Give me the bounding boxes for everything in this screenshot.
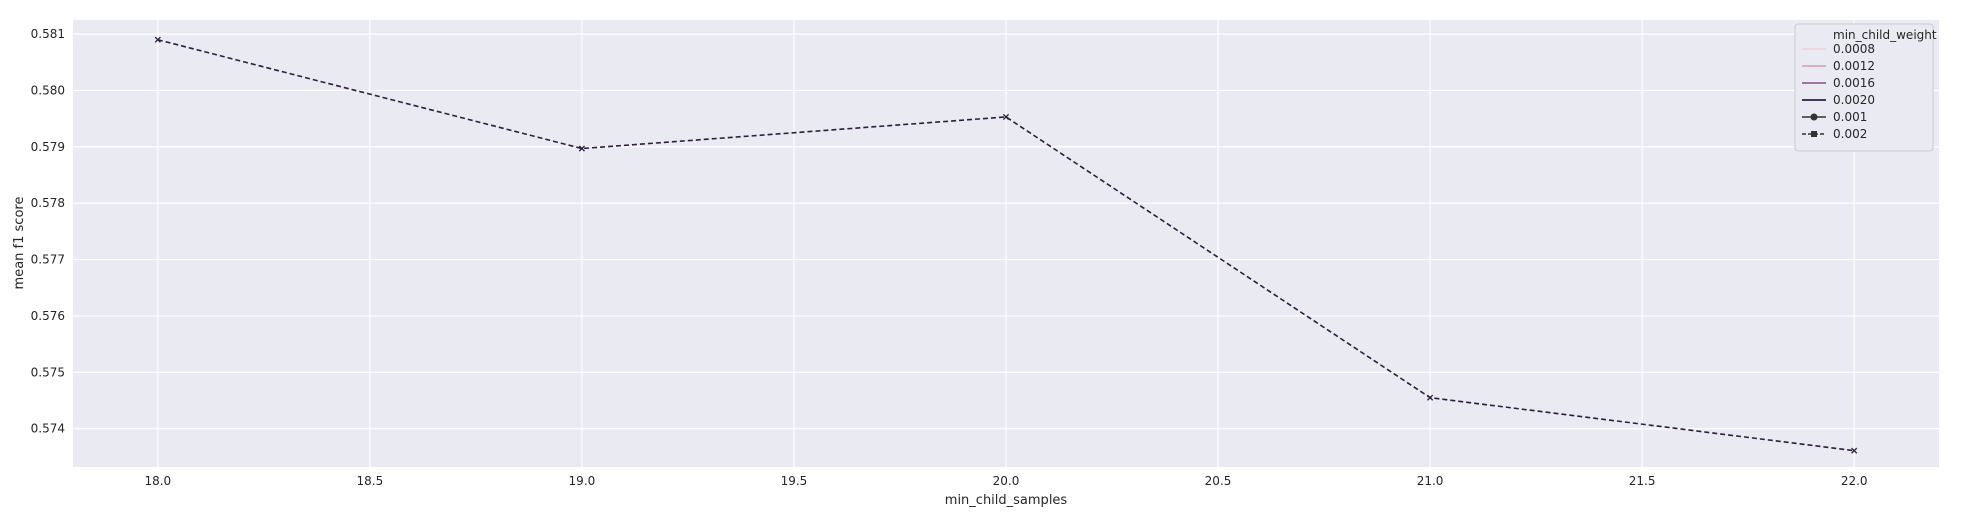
legend-square-marker (1811, 131, 1817, 137)
x-axis-ticks: 18.0 18.5 19.0 19.5 20.0 20.5 21.0 21.5 22.0 (144, 474, 1867, 488)
y-tick-label: 0.575 (31, 365, 65, 379)
y-axis-ticks: 0.574 0.575 0.576 0.577 0.578 0.579 0.580 0.581 (31, 27, 65, 436)
y-tick-label: 0.580 (31, 83, 65, 97)
legend-frame (1794, 23, 1934, 152)
legend-entry-label: 0.0020 (1833, 93, 1875, 107)
y-axis-label: mean f1 score (12, 197, 27, 290)
legend-circle-marker (1810, 113, 1818, 121)
x-tick-label: 20.0 (993, 474, 1020, 488)
x-tick-label: 19.0 (569, 474, 596, 488)
legend: min_child_weight 0.0008 0.0012 0.0016 0.002… (1794, 23, 1937, 152)
x-axis-label: min_child_samples (945, 493, 1068, 508)
x-tick-label: 21.0 (1417, 474, 1444, 488)
series-group (154, 36, 1858, 454)
y-tick-label: 0.579 (31, 140, 65, 154)
y-tick-label: 0.574 (31, 422, 65, 436)
data-point-marker (578, 145, 585, 152)
legend-title: min_child_weight (1833, 28, 1937, 42)
data-point-marker (1851, 447, 1858, 454)
y-tick-label: 0.576 (31, 309, 65, 323)
legend-entry-label: 0.0016 (1833, 76, 1875, 90)
legend-entry-label: 0.002 (1833, 127, 1867, 141)
y-tick-label: 0.578 (31, 196, 65, 210)
data-point-marker (154, 36, 161, 43)
legend-entry-label: 0.001 (1833, 110, 1867, 124)
legend-entry-label: 0.0008 (1833, 42, 1875, 56)
x-tick-label: 21.5 (1629, 474, 1656, 488)
x-tick-label: 18.0 (144, 474, 171, 488)
x-tick-label: 19.5 (781, 474, 808, 488)
y-tick-label: 0.577 (31, 253, 65, 267)
x-tick-label: 18.5 (357, 474, 384, 488)
data-point-marker (1427, 394, 1434, 401)
series-line (157, 38, 1855, 452)
grid-lines (73, 20, 1939, 467)
x-tick-label: 20.5 (1205, 474, 1232, 488)
y-tick-label: 0.581 (31, 27, 65, 41)
x-tick-label: 22.0 (1841, 474, 1868, 488)
legend-entry-label: 0.0012 (1833, 59, 1875, 73)
data-point-marker (1002, 113, 1010, 121)
